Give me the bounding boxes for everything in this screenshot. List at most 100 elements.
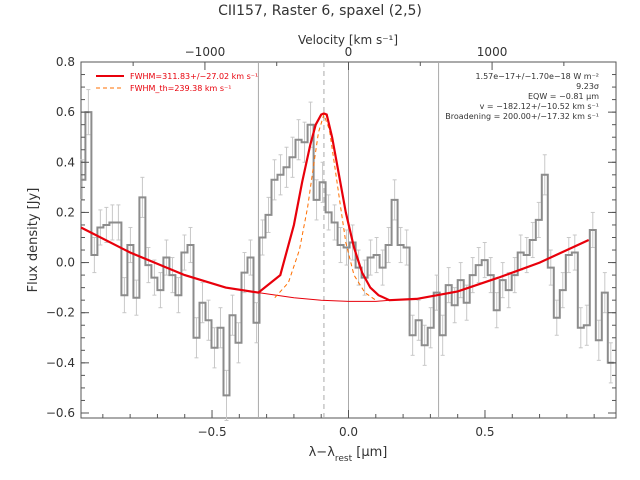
- spectrum-point: [519, 251, 522, 254]
- spectrum-point: [183, 251, 186, 254]
- spectrum-point: [177, 294, 180, 296]
- chart-title: CII157, Raster 6, spaxel (2,5): [218, 3, 422, 19]
- spectrum-point: [465, 301, 468, 304]
- spectrum-point: [471, 274, 474, 276]
- spectrum-point: [537, 219, 540, 221]
- spectrum-point: [477, 264, 480, 266]
- spectrum-point: [393, 199, 396, 201]
- y-tick-label: 0.0: [56, 256, 75, 270]
- spectrum-point: [207, 319, 210, 322]
- spectrum-point: [129, 244, 132, 246]
- spectrum-point: [195, 336, 198, 339]
- legend: FWHM=311.83+/−27.02 km s⁻¹ FWHM_th=239.3…: [96, 72, 258, 93]
- spectrum-point: [237, 341, 240, 344]
- spectrum-point: [165, 256, 168, 259]
- spectrum-point: [225, 394, 228, 397]
- annotation-eqw: EQW = −0.81 μm: [528, 92, 599, 101]
- spectrum-point: [495, 309, 498, 311]
- annotation-velocity: v = −182.12+/−10.52 km s⁻¹: [480, 102, 599, 111]
- spectrum-point: [231, 314, 234, 317]
- spectrum-point: [598, 339, 600, 342]
- legend-thermal-label: FWHM_th=239.38 km s⁻¹: [130, 84, 231, 93]
- spectrum-point: [369, 256, 372, 259]
- spectrum-point: [411, 334, 414, 337]
- spectrum-point: [459, 279, 462, 281]
- legend-fit-label: FWHM=311.83+/−27.02 km s⁻¹: [130, 72, 258, 81]
- spectrum-point: [213, 347, 216, 349]
- spectrum-point: [573, 251, 576, 254]
- spectrum-point: [525, 254, 528, 256]
- spectrum-point: [117, 221, 120, 224]
- spectrum-point: [381, 266, 384, 269]
- spectrum-point: [81, 179, 84, 181]
- spectrum-point: [441, 334, 444, 337]
- spectrum-point: [507, 289, 510, 291]
- spectrum-point: [147, 264, 150, 266]
- spectrum-point: [297, 138, 300, 141]
- spectrum-point: [417, 319, 420, 322]
- top-tick-label: 0: [345, 45, 353, 59]
- annotation-sigma: 9.23σ: [576, 82, 599, 91]
- error-bars: [80, 89, 613, 422]
- spectrum-point: [243, 271, 246, 274]
- spectrum-point: [567, 254, 570, 256]
- spectrum-point: [261, 236, 264, 239]
- x-tick-label: 0.5: [475, 425, 494, 439]
- spectrum-point: [453, 304, 456, 306]
- spectrum-point: [555, 316, 558, 319]
- spectrum-point: [399, 244, 402, 246]
- spectrum-point: [435, 291, 438, 294]
- spectrum-point: [219, 326, 222, 329]
- spectrum-point: [339, 244, 342, 246]
- spectrum-point: [135, 296, 138, 299]
- spectrum-point: [291, 156, 294, 159]
- spectrum-point: [531, 239, 534, 241]
- spectrum-point: [447, 284, 450, 286]
- top-tick-label: 1000: [477, 45, 508, 59]
- spectrum-point: [279, 174, 282, 176]
- spectrum-point: [285, 166, 288, 169]
- spectrum-point: [585, 324, 588, 327]
- spectrum-point: [141, 196, 144, 199]
- spectrum-point: [111, 221, 114, 224]
- spectrum-point: [99, 226, 102, 229]
- spectrum-point: [549, 266, 552, 269]
- y-tick-label: −0.4: [46, 356, 75, 370]
- reference-lines: [257, 62, 440, 418]
- spectrum-point: [579, 326, 582, 329]
- x-tick-label: −0.5: [197, 425, 226, 439]
- top-axis-label: Velocity [km s⁻¹]: [298, 33, 398, 47]
- y-tick-label: −0.2: [46, 306, 75, 320]
- spectrum-point: [189, 244, 192, 246]
- annotations: 1.57e−17+/−1.70e−18 W m⁻² 9.23σ EQW = −0…: [445, 72, 599, 121]
- spectrum-point: [123, 294, 126, 296]
- spectrum-histogram: [81, 111, 614, 397]
- top-tick-label: −1000: [185, 45, 226, 59]
- y-axis-label: Flux density [Jy]: [26, 188, 41, 293]
- spectrum-point: [345, 246, 348, 249]
- spectrum-point: [201, 301, 204, 304]
- spectrum-point: [153, 276, 156, 279]
- y-tick-label: −0.6: [46, 406, 75, 420]
- y-tick-label: 0.6: [56, 105, 75, 119]
- spectrum-point: [591, 229, 594, 231]
- spectrum-point: [561, 289, 564, 291]
- spectrum-point: [604, 291, 606, 294]
- spectrum-point: [267, 214, 270, 216]
- svg-text:Velocity [km s⁻¹]: Velocity [km s⁻¹]: [298, 33, 398, 47]
- y-tick-label: 0.4: [56, 155, 75, 169]
- x-tick-label: 0.0: [339, 425, 358, 439]
- spectrum-point: [309, 123, 312, 126]
- spectrum-point: [321, 181, 324, 184]
- annotation-flux: 1.57e−17+/−1.70e−18 W m⁻²: [475, 72, 599, 81]
- spectrum-point: [249, 256, 252, 259]
- spectrum-point: [501, 279, 504, 281]
- spectrum-point: [543, 174, 546, 176]
- y-tick-label: 0.2: [56, 205, 75, 219]
- spectrum-point: [255, 321, 258, 324]
- spectrum-point: [489, 274, 492, 276]
- total-fit-curve: [80, 112, 590, 302]
- spectrum-point: [171, 274, 174, 276]
- spectrum-point: [429, 326, 432, 329]
- spectrum-point: [483, 259, 486, 261]
